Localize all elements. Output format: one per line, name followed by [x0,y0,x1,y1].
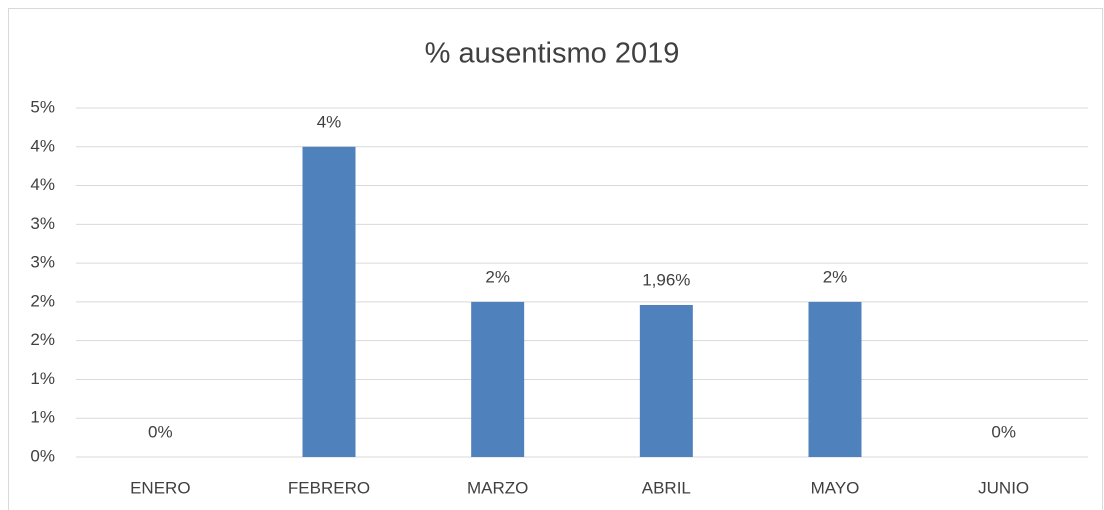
data-label: 0% [991,422,1016,441]
chart-border [8,8,1103,510]
x-tick-label: FEBRERO [288,478,370,497]
data-label: 2% [485,267,510,286]
y-tick-label: 2% [30,330,55,349]
chart-title: % ausentismo 2019 [425,38,680,70]
y-tick-label: 2% [30,291,55,310]
data-label: 4% [317,112,342,131]
data-label: 0% [148,422,173,441]
bar [471,301,525,457]
bar [808,301,862,457]
y-tick-label: 0% [30,446,55,465]
data-label: 2% [823,267,848,286]
x-tick-label: ENERO [130,478,190,497]
x-tick-label: MAYO [811,478,860,497]
x-tick-label: MARZO [467,478,528,497]
x-tick-label: ABRIL [642,478,691,497]
bar [302,146,356,457]
x-tick-label: JUNIO [978,478,1029,497]
y-tick-label: 3% [30,214,55,233]
y-tick-label: 4% [30,175,55,194]
y-tick-label: 5% [30,97,55,116]
bar [639,304,693,457]
y-tick-label: 1% [30,408,55,427]
y-tick-label: 3% [30,253,55,272]
y-tick-label: 4% [30,136,55,155]
data-label: 1,96% [642,270,690,289]
y-tick-label: 1% [30,369,55,388]
